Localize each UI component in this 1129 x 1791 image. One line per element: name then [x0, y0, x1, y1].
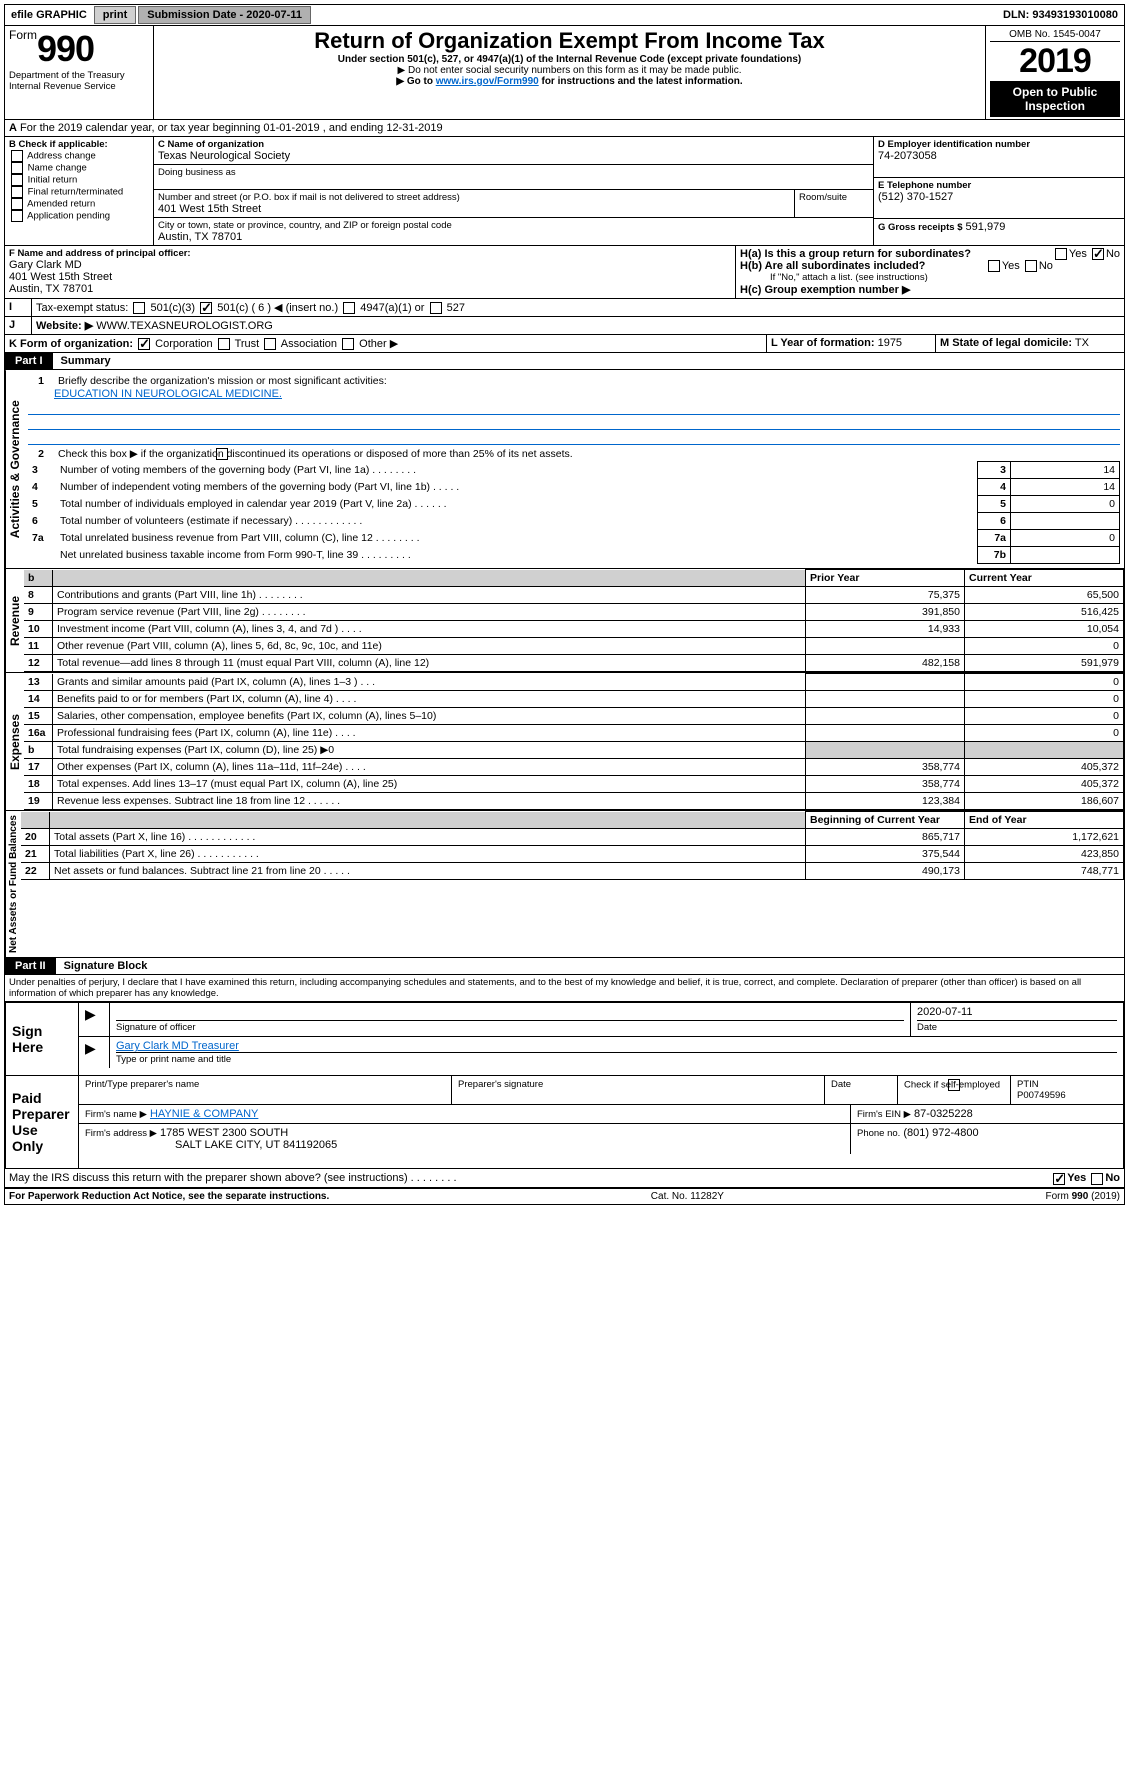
website: Website: ▶ WWW.TEXASNEUROLOGIST.ORG — [32, 317, 1124, 334]
form-number: 990 — [37, 28, 94, 69]
box-b: B Check if applicable: Address change Na… — [5, 137, 154, 245]
open-public: Open to PublicInspection — [990, 81, 1120, 117]
subtitle-1: Under section 501(c), 527, or 4947(a)(1)… — [158, 54, 981, 65]
part-2-header: Part II Signature Block — [5, 958, 1124, 975]
expenses-label: Expenses — [5, 673, 24, 810]
box-c-name: C Name of organization Texas Neurologica… — [154, 137, 873, 165]
form-title: Return of Organization Exempt From Incom… — [158, 28, 981, 54]
form-word: Form — [9, 28, 37, 42]
paid-preparer-block: Paid Preparer Use Only Print/Type prepar… — [5, 1076, 1124, 1169]
revenue-label: Revenue — [5, 569, 24, 672]
mission-text[interactable]: EDUCATION IN NEUROLOGICAL MEDICINE. — [54, 388, 282, 400]
line-2: Check this box ▶ if the organization dis… — [58, 448, 1120, 460]
revenue-table: bPrior YearCurrent Year 8Contributions a… — [24, 569, 1124, 672]
net-assets-table: Beginning of Current YearEnd of Year 20T… — [21, 811, 1124, 880]
period-line: A For the 2019 calendar year, or tax yea… — [5, 120, 1124, 137]
box-c-city: City or town, state or province, country… — [154, 218, 873, 245]
box-f: F Name and address of principal officer:… — [5, 246, 736, 298]
box-e: E Telephone number (512) 370-1527 — [874, 178, 1124, 219]
part-1-header: Part I Summary — [5, 353, 1124, 370]
subtitle-2: ▶ Do not enter social security numbers o… — [158, 65, 981, 76]
activities-governance-label: Activities & Governance — [5, 370, 24, 568]
efile-label: efile GRAPHIC — [5, 7, 93, 23]
box-g: G Gross receipts $ 591,979 — [874, 219, 1124, 235]
box-l: L Year of formation: 1975 — [767, 335, 936, 352]
irs: Internal Revenue Service — [9, 81, 149, 92]
tax-exempt-status: Tax-exempt status: 501(c)(3) 501(c) ( 6 … — [32, 299, 1124, 316]
omb-number: OMB No. 1545-0047 — [990, 28, 1120, 42]
tax-year: 2019 — [990, 42, 1120, 81]
discuss-line: May the IRS discuss this return with the… — [5, 1169, 1124, 1189]
box-m: M State of legal domicile: TX — [936, 335, 1124, 352]
top-bar: efile GRAPHIC print Submission Date - 20… — [5, 5, 1124, 26]
box-d: D Employer identification number 74-2073… — [874, 137, 1124, 178]
officer-name[interactable]: Gary Clark MD Treasurer — [116, 1040, 239, 1052]
submission-date: Submission Date - 2020-07-11 — [138, 6, 311, 24]
room-suite: Room/suite — [795, 190, 873, 217]
net-assets-label: Net Assets or Fund Balances — [5, 811, 21, 957]
line-1: Briefly describe the organization's miss… — [58, 375, 1120, 387]
irs-link[interactable]: www.irs.gov/Form990 — [436, 76, 539, 87]
line-i: I — [5, 299, 32, 316]
declaration-text: Under penalties of perjury, I declare th… — [5, 975, 1124, 1002]
dept-treasury: Department of the Treasury — [9, 70, 149, 81]
form-990-page: efile GRAPHIC print Submission Date - 20… — [4, 4, 1125, 1205]
print-button[interactable]: print — [94, 6, 136, 24]
subtitle-3: ▶ Go to www.irs.gov/Form990 for instruct… — [158, 76, 981, 87]
dln: DLN: 93493193010080 — [997, 7, 1124, 23]
footer: For Paperwork Reduction Act Notice, see … — [5, 1189, 1124, 1204]
expenses-table: 13Grants and similar amounts paid (Part … — [24, 673, 1124, 810]
sign-here-block: Sign Here ▶ Signature of officer 2020-07… — [5, 1002, 1124, 1076]
box-c-dba: Doing business as — [154, 165, 873, 190]
box-c-addr: Number and street (or P.O. box if mail i… — [154, 190, 795, 217]
firm-name[interactable]: HAYNIE & COMPANY — [150, 1108, 258, 1120]
box-k: K Form of organization: Corporation Trus… — [5, 335, 767, 352]
line-j: J — [5, 317, 32, 334]
box-h: H(a) Is this a group return for subordin… — [736, 246, 1124, 298]
